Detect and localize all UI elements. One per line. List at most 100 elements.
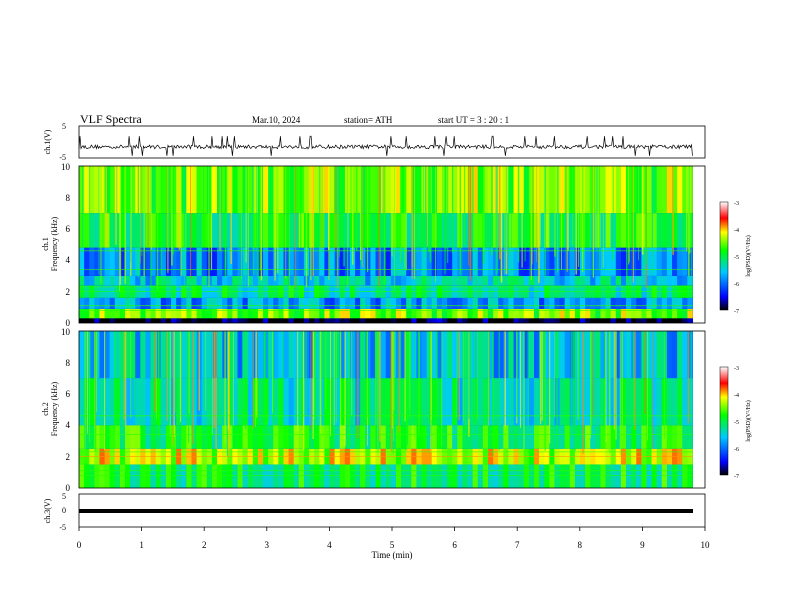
spectrogram-cell	[181, 331, 187, 379]
ch2-colorbar-label: log(PSD)(V²/Hz)	[745, 400, 752, 441]
spectrogram-cell	[324, 464, 330, 488]
spectrogram-cell	[329, 275, 336, 286]
spectrogram-cell	[656, 166, 663, 214]
spectrogram-cell	[344, 318, 351, 323]
spectrogram-cell	[365, 308, 371, 319]
spectrogram-cell	[636, 318, 642, 323]
spectrogram-cell	[109, 275, 116, 286]
spectrogram-cell	[237, 425, 243, 449]
spectrogram-cell	[319, 297, 325, 309]
spectrogram-cell	[293, 213, 300, 248]
spectrogram-cell	[539, 297, 545, 309]
spectrogram-cell	[574, 213, 581, 248]
spectrogram-cell	[150, 297, 157, 309]
spectrogram-cell	[493, 318, 499, 323]
spectrogram-cell	[257, 318, 264, 323]
spectrogram-cell	[580, 464, 586, 488]
spectrogram-cell	[150, 166, 157, 214]
spectrogram-cell	[472, 308, 479, 319]
spectrogram-cell	[600, 308, 606, 319]
spectrogram-cell	[360, 464, 366, 488]
spectrogram-cell	[293, 297, 300, 309]
time-axis-label: Time (min)	[372, 550, 413, 560]
spectrogram-cell	[518, 308, 525, 319]
spectrogram-cell	[89, 166, 95, 214]
spectrogram-cell	[544, 331, 550, 379]
spectrogram-cell	[406, 318, 412, 323]
spectrogram-cell	[263, 318, 269, 323]
spectrogram-cell	[334, 331, 341, 379]
spectrogram-cell	[447, 275, 453, 286]
ch1-ytick-6: 6	[66, 224, 71, 234]
time-axis: 0 1 2 3 4 5 6 7 8 9 10	[77, 527, 710, 550]
spectrogram-cell	[319, 378, 325, 426]
spectrogram-cell	[288, 297, 295, 309]
spectrogram-cell	[324, 213, 330, 248]
spectrogram-cell	[554, 247, 560, 276]
spectrogram-cell	[252, 297, 259, 309]
ch1-waveform-panel: 5 -5 ch.1(V)	[43, 122, 706, 162]
spectrogram-cell	[544, 166, 550, 214]
spectrogram-cell	[130, 213, 136, 248]
spectrogram-cell	[298, 464, 305, 488]
spectrogram-cell	[309, 318, 315, 323]
spectrogram-cell	[672, 308, 678, 319]
spectrogram-cell	[605, 297, 612, 309]
ch2-channel-label: ch.2	[41, 402, 50, 416]
spectrogram-cell	[140, 308, 146, 319]
spectrogram-cell	[493, 464, 499, 488]
ch2-ytick-10: 10	[61, 327, 71, 337]
spectrogram-cell	[564, 331, 571, 379]
spectrogram-cell	[145, 247, 151, 276]
spectrogram-cell	[130, 378, 136, 426]
spectrogram-cell	[401, 166, 407, 214]
spectrogram-cell	[217, 378, 223, 426]
spectrogram-cell	[620, 213, 627, 248]
spectrogram-cell	[493, 297, 499, 309]
spectrogram-cell	[651, 464, 658, 488]
spectrogram-cell	[349, 297, 356, 309]
spectrogram-cell	[155, 166, 162, 214]
spectrogram-cell	[595, 308, 601, 319]
spectrogram-cell	[360, 275, 366, 286]
spectrogram-cell	[171, 308, 177, 319]
spectrogram-cell	[324, 318, 330, 323]
spectrogram-cell	[84, 425, 90, 449]
spectrogram-cell	[125, 464, 131, 488]
ch2-colorbar-tick-m7: -7	[734, 474, 739, 480]
spectrogram-cell	[477, 297, 484, 309]
time-axis-tick-label: 9	[640, 540, 645, 550]
spectrogram-cell	[150, 425, 157, 449]
spectrogram-cell	[518, 464, 525, 488]
spectrogram-cell	[462, 275, 468, 286]
spectrogram-cell	[84, 247, 90, 276]
spectrogram-cell	[528, 318, 535, 323]
spectrogram-cell	[462, 425, 468, 449]
spectrogram-cell	[641, 297, 647, 309]
spectrogram-cell	[487, 275, 494, 286]
spectrogram-cell	[176, 308, 182, 319]
spectrogram-cell	[472, 331, 479, 379]
spectrogram-cell	[518, 318, 525, 323]
spectrogram-cell	[211, 166, 218, 214]
spectrogram-cell	[319, 275, 325, 286]
spectrogram-cell	[278, 308, 284, 319]
spectrogram-cell	[677, 308, 683, 319]
spectrogram-cell	[477, 247, 484, 276]
spectrogram-cell	[303, 464, 310, 488]
spectrogram-cell	[334, 464, 341, 488]
spectrogram-cell	[160, 378, 167, 426]
spectrogram-cell	[441, 308, 448, 319]
spectrogram-cell	[298, 166, 305, 214]
spectrogram-cell	[646, 213, 652, 248]
spectrogram-cell	[176, 275, 182, 286]
spectrogram-cell	[682, 425, 688, 449]
spectrogram-cell	[186, 166, 192, 214]
spectrogram-cell	[99, 464, 105, 488]
spectrogram-cell	[390, 213, 397, 248]
spectrogram-cell	[605, 378, 612, 426]
spectrogram-cell	[436, 297, 443, 309]
spectrogram-cell	[309, 331, 315, 379]
spectrogram-cell	[395, 308, 402, 319]
spectrogram-cell	[600, 275, 606, 286]
